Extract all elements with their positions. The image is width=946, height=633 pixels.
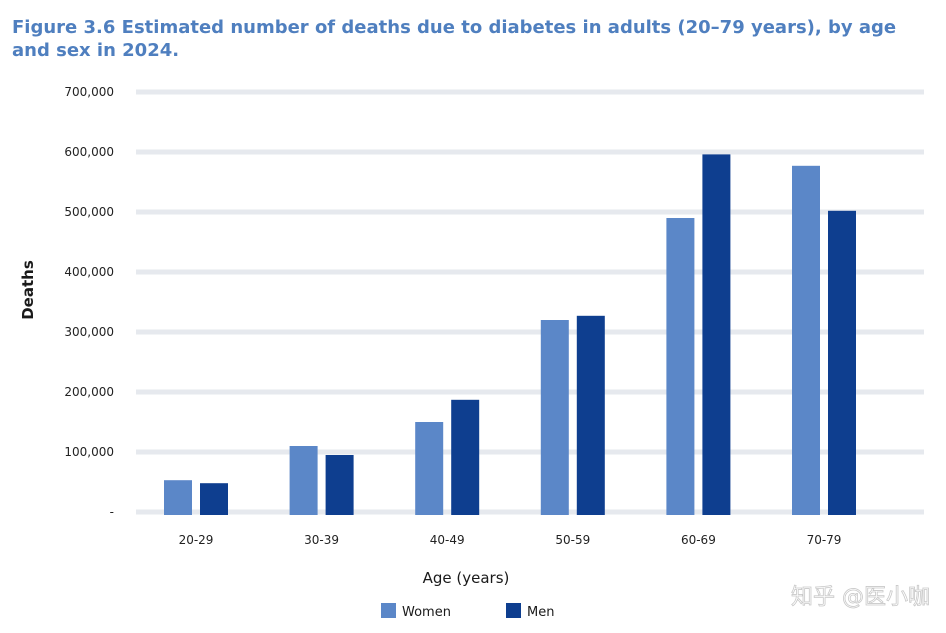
bar-men-40-49 [451, 399, 480, 515]
y-tick-label: - [110, 505, 114, 519]
y-tick-label: 700,000 [64, 85, 114, 99]
y-axis-title: Deaths [19, 260, 37, 320]
x-tick-label: 30-39 [304, 533, 339, 547]
legend: Women Men [381, 603, 554, 620]
bar-women-60-69 [666, 218, 695, 515]
bar-women-50-59 [540, 320, 569, 515]
bar-men-20-29 [200, 483, 228, 515]
bar-men-60-69 [702, 154, 731, 515]
y-tick-label: 600,000 [64, 145, 114, 159]
y-axis-tick-labels: - 100,000 200,000 300,000 400,000 500,000 600,… [64, 85, 114, 519]
bar-women-40-49 [415, 422, 444, 515]
y-tick-label: 400,000 [64, 265, 114, 279]
legend-label-men: Men [527, 605, 554, 620]
legend-swatch-women [381, 603, 396, 618]
chart-title: Figure 3.6 Estimated number of deaths du… [12, 17, 897, 61]
legend-swatch-men [506, 603, 521, 618]
y-tick-label: 100,000 [64, 445, 114, 459]
legend-label-women: Women [402, 605, 451, 620]
y-tick-label: 200,000 [64, 385, 114, 399]
watermark-text: 知乎 @医小咖 [791, 585, 930, 610]
bar-men-50-59 [576, 315, 605, 515]
bar-men-70-79 [828, 210, 856, 516]
x-tick-label: 60-69 [681, 533, 716, 547]
y-tick-label: 300,000 [64, 325, 114, 339]
bar-women-20-29 [164, 480, 192, 515]
bar-women-30-39 [289, 446, 318, 515]
x-tick-label: 20-29 [179, 533, 214, 547]
bar-women-70-79 [792, 165, 820, 516]
x-axis-title: Age (years) [423, 569, 510, 587]
x-tick-label: 50-59 [555, 533, 590, 547]
x-tick-label: 40-49 [430, 533, 465, 547]
y-tick-label: 500,000 [64, 205, 114, 219]
x-axis-tick-labels: 20-29 30-39 40-49 50-59 60-69 70-79 [179, 533, 842, 547]
x-tick-label: 70-79 [807, 533, 842, 547]
bars [164, 154, 856, 516]
bar-men-30-39 [325, 455, 354, 515]
